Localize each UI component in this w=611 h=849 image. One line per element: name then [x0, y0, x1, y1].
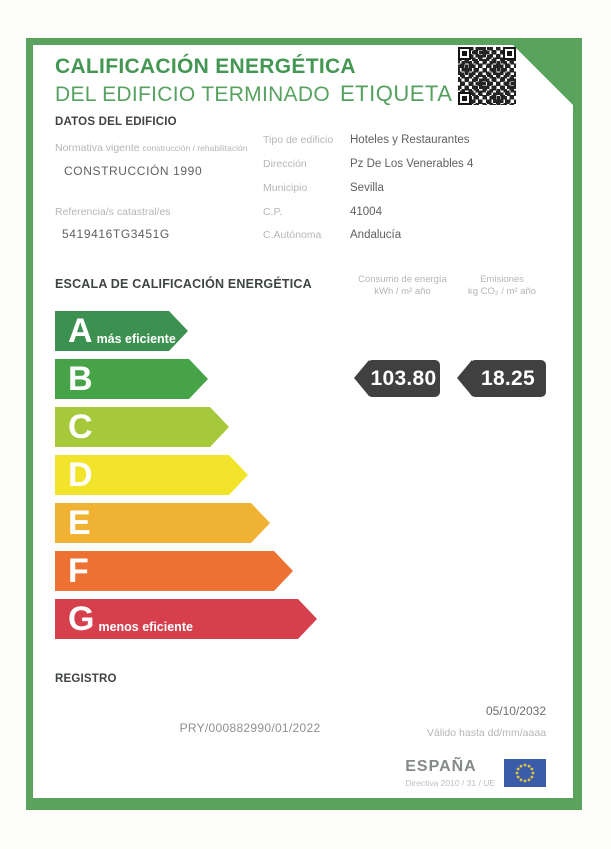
consumo-header-text: Consumo de energía: [358, 274, 447, 285]
rating-arrow-B: B: [55, 359, 208, 399]
field-value: Andalucía: [350, 229, 402, 241]
country-label: ESPAÑA: [405, 758, 477, 775]
rating-arrow-F: F: [55, 551, 293, 591]
field-label: Dirección: [263, 158, 307, 170]
field-value: Pz De Los Venerables 4: [350, 158, 474, 170]
qr-finder-icon: [458, 92, 471, 105]
normativa-sublabel-text: construcción / rehabilitación: [142, 143, 248, 153]
qr-finder-icon: [458, 47, 471, 60]
rating-note: más eficiente: [96, 332, 176, 346]
valid-until-date: 05/10/2032: [485, 704, 546, 718]
certificate-title-line1: CALIFICACIÓN ENERGÉTICA: [55, 55, 356, 78]
rating-arrow-C: C: [55, 407, 229, 447]
normativa-value: CONSTRUCCIÓN 1990: [64, 164, 203, 178]
rating-letter: E: [68, 504, 91, 542]
etiqueta-label: ETIQUETA: [340, 81, 453, 106]
badge-arrow-tip: [354, 360, 369, 396]
country-block: ESPAÑA Directiva 2010 / 31 / UE: [405, 758, 495, 788]
rating-letter: G: [68, 600, 95, 638]
field-row-direccion: Dirección Pz De Los Venerables 4: [263, 158, 563, 182]
consumo-value: 103.80: [367, 360, 440, 397]
qr-finder-icon: [503, 47, 516, 60]
field-label: Tipo de edificio: [263, 134, 334, 146]
field-label: C.P.: [263, 206, 283, 218]
field-value: Sevilla: [350, 182, 384, 194]
certificate-title-line2: DEL EDIFICIO TERMINADO: [55, 83, 330, 106]
emisiones-value-badge: 18.25: [457, 360, 546, 397]
field-value: 41004: [350, 206, 382, 218]
scale-section-title: ESCALA DE CALIFICACIÓN ENERGÉTICA: [55, 277, 312, 291]
registro-section-title: REGISTRO: [55, 673, 117, 685]
field-value: Hoteles y Restaurantes: [350, 134, 470, 146]
emisiones-column-header: Emisiones kg CO₂ / m² año: [458, 274, 546, 298]
registro-number: PRY/000882990/01/2022: [179, 721, 321, 735]
catastral-label: Referencia/s catastral/es: [55, 206, 171, 218]
field-row-cautonoma: C.Autónoma Andalucía: [263, 229, 563, 253]
qr-code-icon: [458, 47, 516, 105]
building-data-section-title: DATOS DEL EDIFICIO: [55, 116, 177, 128]
catastral-value: 5419416TG3451G: [62, 227, 170, 241]
rating-letter: B: [68, 360, 93, 398]
rating-letter: F: [68, 552, 89, 590]
consumo-units-text: kWh / m² año: [374, 286, 431, 297]
rating-letter: A: [68, 312, 93, 350]
field-label: Municipio: [263, 182, 308, 194]
emisiones-units-text: kg CO₂ / m² año: [467, 286, 537, 297]
valid-until-hint: Válido hasta dd/mm/aaaa: [426, 727, 546, 739]
normativa-label: Normativa vigente construcción / rehabil…: [55, 142, 247, 154]
field-row-tipo-edificio: Tipo de edificio Hoteles y Restaurantes: [263, 134, 563, 158]
rating-letter: C: [68, 408, 93, 446]
footer: ESPAÑA Directiva 2010 / 31 / UE: [360, 758, 546, 788]
directive-label: Directiva 2010 / 31 / UE: [405, 778, 495, 788]
field-row-cp: C.P. 41004: [263, 206, 563, 230]
emisiones-value: 18.25: [470, 360, 546, 397]
badge-arrow-tip: [457, 360, 472, 396]
emisiones-header-text: Emisiones: [480, 274, 524, 285]
eu-flag-icon: [504, 759, 546, 787]
rating-note: menos eficiente: [98, 620, 193, 634]
rating-arrow-E: E: [55, 503, 270, 543]
consumo-value-badge: 103.80: [354, 360, 440, 397]
field-row-municipio: Municipio Sevilla: [263, 182, 563, 206]
rating-arrow-D: D: [55, 455, 248, 495]
normativa-label-text: Normativa vigente: [55, 142, 140, 154]
field-label: C.Autónoma: [263, 229, 322, 241]
rating-letter: D: [68, 456, 93, 494]
consumo-column-header: Consumo de energía kWh / m² año: [345, 274, 460, 298]
